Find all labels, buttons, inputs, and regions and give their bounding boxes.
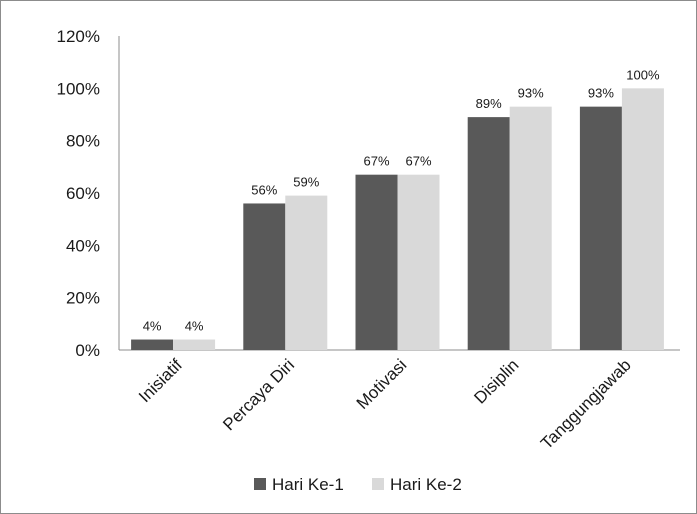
y-tick-label: 60% — [66, 184, 100, 203]
data-label: 56% — [251, 182, 277, 197]
data-label: 93% — [518, 86, 544, 101]
bar — [285, 195, 328, 350]
legend-label: Hari Ke-2 — [390, 475, 462, 494]
data-label: 89% — [476, 96, 502, 111]
y-axis-ticks: 0% 20% 40% 60% 80% 100% 120% — [57, 27, 100, 360]
y-tick-label: 0% — [75, 341, 100, 360]
bar — [397, 174, 440, 350]
y-tick-label: 80% — [66, 132, 100, 151]
legend-label: Hari Ke-1 — [272, 475, 344, 494]
category-labels: Inisiatif Percaya Diri Motivasi Disiplin Tan… — [135, 355, 635, 453]
data-label: 100% — [626, 67, 660, 82]
data-label: 59% — [293, 175, 319, 190]
x-tick-label: Inisiatif — [135, 355, 186, 406]
bar — [355, 174, 398, 350]
data-label: 67% — [405, 154, 431, 169]
bar — [173, 339, 216, 350]
data-label: 4% — [143, 319, 162, 334]
data-label: 93% — [588, 86, 614, 101]
data-label: 67% — [363, 154, 389, 169]
legend-swatch — [254, 478, 266, 490]
bar — [509, 106, 552, 351]
y-tick-label: 40% — [66, 236, 100, 255]
y-tick-label: 20% — [66, 289, 100, 308]
bar — [131, 339, 174, 350]
y-tick-label: 120% — [57, 27, 100, 46]
data-labels: 4% 4% 56% 59% 67% 67% 89% 93% 93% 100% — [143, 67, 660, 333]
bar — [621, 88, 664, 350]
y-tick-label: 100% — [57, 79, 100, 98]
bar — [467, 117, 510, 350]
bar — [243, 203, 286, 350]
legend: Hari Ke-1 Hari Ke-2 — [254, 475, 462, 494]
legend-swatch — [372, 478, 384, 490]
x-tick-label: Tanggungjawab — [537, 355, 635, 453]
bars — [131, 88, 664, 351]
x-tick-label: Disiplin — [470, 355, 522, 407]
x-tick-label: Percaya Diri — [219, 355, 298, 434]
x-tick-label: Motivasi — [353, 355, 411, 413]
data-label: 4% — [185, 319, 204, 334]
bar — [579, 106, 622, 351]
